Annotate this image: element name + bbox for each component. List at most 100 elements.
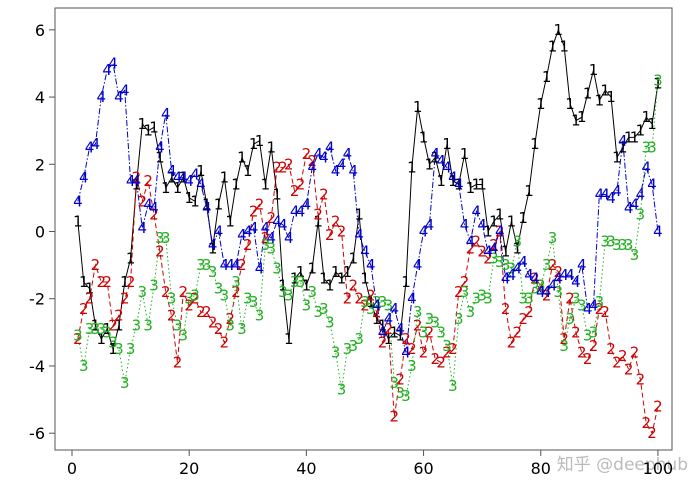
point-label: 3 (337, 380, 347, 398)
point-label: 4 (302, 196, 312, 214)
point-label: 1 (600, 81, 610, 99)
point-label: 3 (507, 259, 517, 277)
y-tick-label: -2 (29, 290, 45, 309)
point-label: 4 (630, 196, 640, 214)
point-label: 4 (559, 266, 569, 284)
point-label: 4 (114, 88, 124, 106)
point-label: 2 (302, 145, 312, 163)
point-label: 1 (407, 159, 417, 177)
point-label: 2 (530, 270, 540, 288)
point-label: 2 (360, 296, 370, 314)
point-label: 3 (384, 296, 394, 314)
point-label: 4 (595, 186, 605, 204)
point-label: 3 (325, 313, 335, 331)
point-label: 1 (143, 122, 153, 140)
point-label: 1 (495, 206, 505, 224)
point-label: 1 (220, 169, 230, 187)
point-label: 2 (354, 290, 364, 308)
point-label: 4 (436, 152, 446, 170)
point-label: 3 (600, 233, 610, 251)
point-label: 1 (73, 212, 83, 230)
point-label: 1 (448, 172, 458, 190)
point-label: 1 (261, 175, 271, 193)
point-label: 3 (636, 206, 646, 224)
point-label: 3 (214, 280, 224, 298)
point-label: 2 (249, 202, 259, 220)
point-label: 3 (647, 138, 657, 156)
point-label: 2 (384, 320, 394, 338)
point-label: 1 (624, 128, 634, 146)
point-label: 2 (290, 182, 300, 200)
point-label: 3 (589, 323, 599, 341)
point-label: 1 (120, 273, 130, 291)
point-label: 2 (524, 303, 534, 321)
point-label: 1 (149, 118, 159, 136)
x-tick-label: 100 (643, 459, 674, 478)
point-label: 3 (442, 337, 452, 355)
point-label: 1 (653, 75, 663, 93)
point-label: 4 (565, 266, 575, 284)
point-label: 4 (184, 172, 194, 190)
point-label: 3 (536, 276, 546, 294)
point-label: 2 (589, 337, 599, 355)
point-label: 2 (489, 236, 499, 254)
point-label: 4 (85, 138, 95, 156)
point-label: 2 (366, 286, 376, 304)
point-label: 4 (272, 212, 282, 230)
series-line (77, 62, 659, 353)
point-label: 2 (425, 323, 435, 341)
point-label: 3 (583, 327, 593, 345)
watermark: 知乎 @deephub (557, 455, 688, 475)
point-label: 1 (489, 212, 499, 230)
point-label: 3 (302, 296, 312, 314)
point-label: 4 (407, 290, 417, 308)
point-label: 2 (91, 256, 101, 274)
point-label: 1 (554, 21, 564, 39)
point-label: 2 (73, 330, 83, 348)
point-label: 2 (132, 169, 142, 187)
point-label: 3 (559, 337, 569, 355)
point-label: 2 (653, 397, 663, 415)
point-label: 1 (91, 317, 101, 335)
point-label: 1 (583, 85, 593, 103)
point-label: 4 (483, 243, 493, 261)
point-label: 3 (184, 290, 194, 308)
point-label: 1 (266, 138, 276, 156)
point-label: 1 (202, 196, 212, 214)
point-label: 4 (431, 145, 441, 163)
point-label: 3 (249, 293, 259, 311)
point-label: 1 (571, 112, 581, 130)
point-label: 3 (138, 283, 148, 301)
point-label: 4 (366, 256, 376, 274)
series-line (77, 153, 659, 435)
point-label: 1 (138, 115, 148, 133)
point-label: 4 (647, 175, 657, 193)
point-label: 1 (524, 182, 534, 200)
point-label: 4 (190, 165, 200, 183)
point-label: 1 (354, 206, 364, 224)
point-label: 3 (448, 377, 458, 395)
point-label: 4 (413, 256, 423, 274)
point-label: 3 (606, 233, 616, 251)
point-label: 3 (143, 317, 153, 335)
point-label: 2 (179, 283, 189, 301)
point-label: 1 (325, 276, 335, 294)
point-label: 4 (606, 189, 616, 207)
x-tick-label: 40 (296, 459, 316, 478)
point-label: 2 (196, 303, 206, 321)
point-label: 2 (636, 370, 646, 388)
point-label: 2 (600, 303, 610, 321)
point-label: 3 (173, 317, 183, 335)
point-label: 1 (460, 145, 470, 163)
point-label: 2 (641, 414, 651, 432)
point-label: 1 (114, 317, 124, 335)
point-label: 2 (583, 350, 593, 368)
point-label: 4 (536, 283, 546, 301)
point-label: 2 (507, 333, 517, 351)
point-label: 1 (636, 122, 646, 140)
point-label: 4 (419, 223, 429, 241)
point-label: 3 (149, 276, 159, 294)
point-label: 4 (73, 192, 83, 210)
point-label: 4 (518, 253, 528, 271)
